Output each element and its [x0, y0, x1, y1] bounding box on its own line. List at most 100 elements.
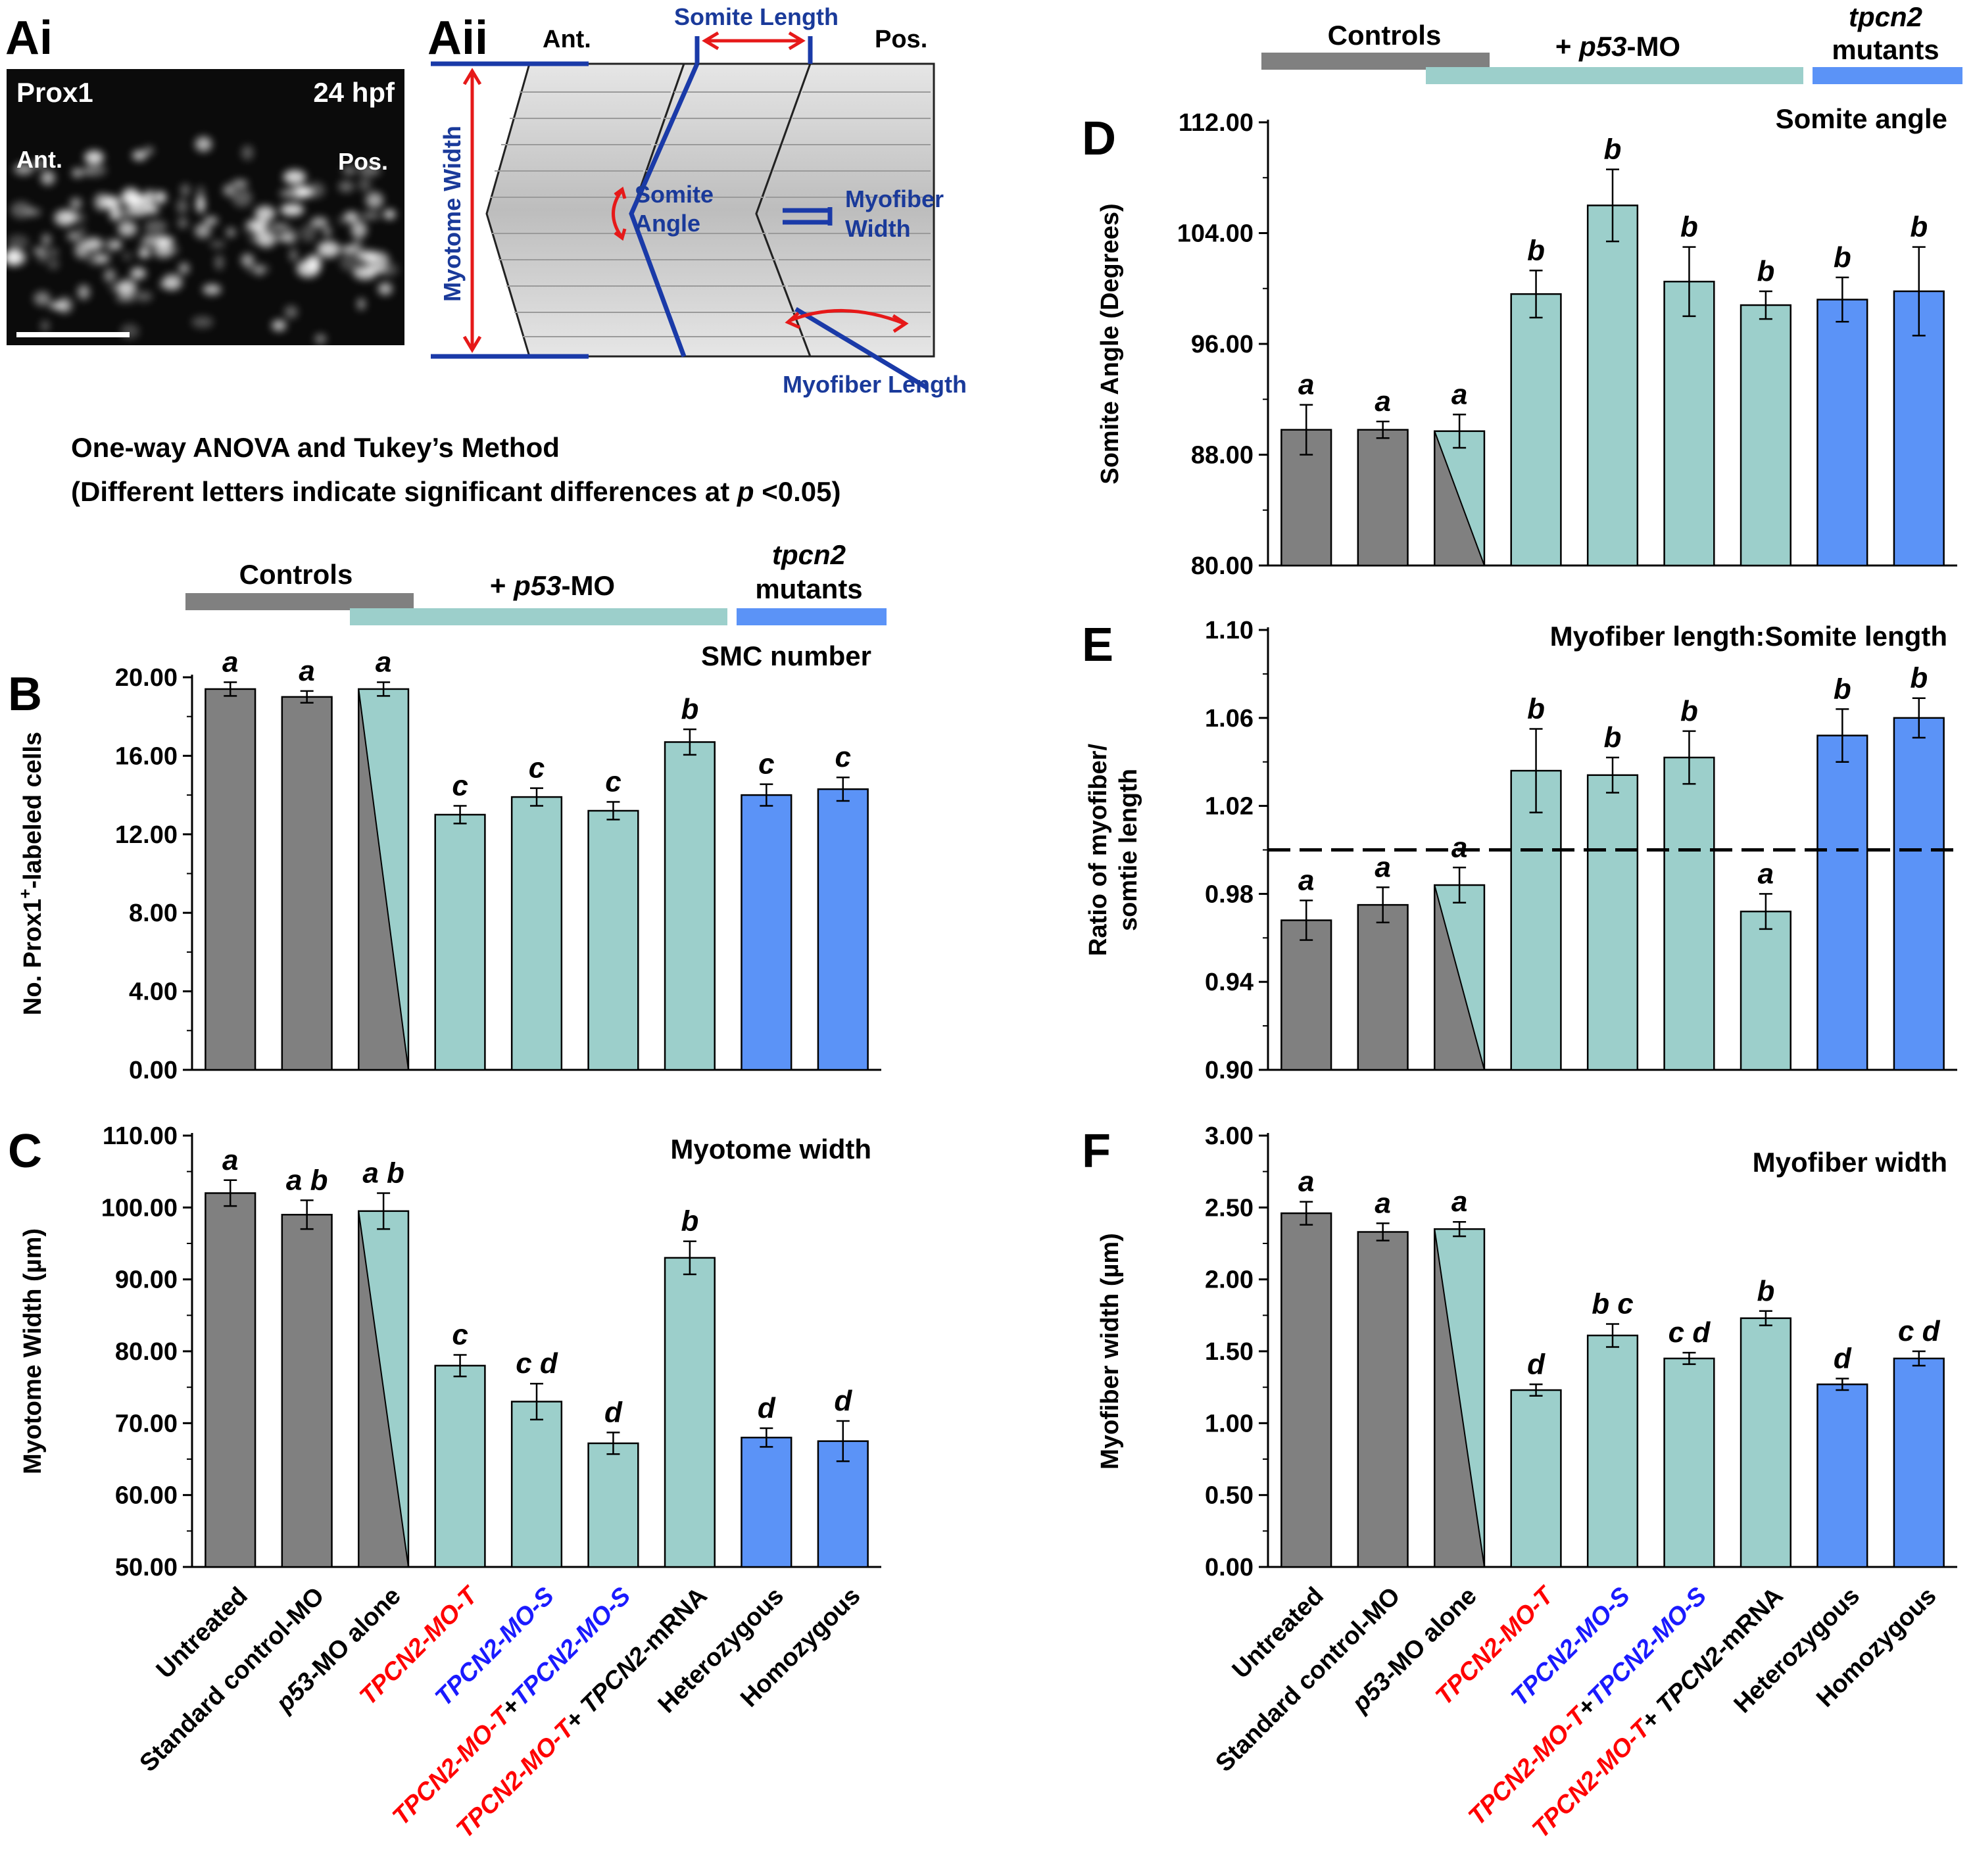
y-tick-label: 100.00	[101, 1194, 178, 1222]
y-tick-label: 88.00	[1191, 442, 1254, 469]
bar	[1586, 1334, 1639, 1568]
prox1-nucleus	[340, 253, 359, 272]
group-p53-label: + p53-MO	[490, 570, 615, 601]
panel-letter-d: D	[1082, 112, 1116, 165]
y-tick-label: 4.00	[129, 978, 178, 1006]
prox1-nucleus	[162, 274, 183, 291]
significance-letter: c	[452, 1318, 468, 1351]
significance-letter: d	[1527, 1348, 1546, 1380]
significance-letter: a b	[286, 1164, 328, 1196]
prox1-nucleus	[109, 284, 132, 293]
prox1-nucleus	[34, 291, 51, 306]
y-tick-label: 0.98	[1205, 880, 1254, 908]
scale-bar	[16, 332, 130, 337]
significance-letter: a	[1375, 1187, 1390, 1219]
prox1-nucleus	[223, 184, 235, 197]
myofiber-width-label-1: Myofiber	[845, 185, 944, 212]
significance-letter: b	[1757, 1275, 1774, 1307]
prox1-nucleus	[317, 241, 340, 258]
bar	[1663, 280, 1715, 567]
bar-split-line	[1434, 1228, 1485, 1568]
significance-letter: b	[681, 1205, 698, 1238]
myotome-width-label: Myotome Width	[439, 126, 466, 302]
group-controls-bar	[185, 593, 414, 610]
prox1-nucleus	[115, 294, 135, 302]
micrograph-posterior-label: Pos.	[338, 148, 388, 175]
myofiber-length-label: Myofiber Length	[783, 371, 967, 398]
group-controls-label: Controls	[239, 559, 353, 590]
panel-letter-b: B	[8, 668, 42, 721]
prox1-nucleus	[231, 180, 248, 187]
bar	[1816, 1383, 1868, 1568]
bar-split-line	[358, 688, 409, 1070]
y-tick-label: 60.00	[115, 1482, 178, 1510]
y-tick-label: 0.90	[1205, 1057, 1254, 1084]
y-axis-label-line-2: somtie length	[1115, 769, 1142, 931]
prox1-nucleus	[40, 320, 50, 332]
y-tick-label: 90.00	[115, 1266, 178, 1294]
prox1-nucleus	[84, 237, 103, 251]
y-axis-label: No. Prox1+-labeled cells	[15, 732, 47, 1015]
significance-letter: b	[1680, 695, 1698, 727]
bar	[1357, 1231, 1409, 1568]
stats-line-1: One-way ANOVA and Tukey’s Method	[71, 432, 560, 463]
prox1-nucleus	[194, 224, 211, 239]
prox1-nucleus	[343, 166, 356, 175]
prox1-nucleus	[383, 209, 396, 220]
bar	[281, 1214, 333, 1568]
prox1-nucleus	[338, 180, 354, 193]
panel-letter-c: C	[8, 1125, 42, 1178]
prox1-nucleus	[47, 258, 60, 270]
group-header-left: Controls + p53-MO tpcn2 mutants	[185, 539, 887, 625]
prox1-nucleus	[283, 170, 306, 184]
prox1-nucleus	[48, 249, 59, 256]
prox1-nucleus	[130, 267, 147, 279]
prox1-nucleus	[203, 284, 222, 295]
significance-letter: a	[1298, 369, 1314, 401]
prox1-nucleus	[66, 231, 80, 241]
prox1-nucleus	[246, 264, 270, 274]
bar	[510, 1401, 563, 1568]
y-tick-label: 3.00	[1205, 1122, 1254, 1150]
significance-letter: a b	[362, 1157, 404, 1189]
prox1-nucleus	[358, 178, 372, 192]
prox1-nucleus	[214, 254, 224, 270]
somite-length-label: Somite Length	[674, 3, 839, 30]
prox1-nucleus	[143, 189, 155, 208]
prox1-nucleus	[241, 253, 255, 267]
prox1-nucleus	[337, 216, 358, 225]
prox1-nucleus	[283, 228, 299, 245]
bar	[1510, 769, 1562, 1071]
prox1-nucleus	[94, 193, 109, 211]
prox1-nucleus	[72, 168, 83, 178]
prox1-nucleus	[357, 298, 366, 310]
prox1-nucleus	[40, 170, 55, 185]
prox1-nucleus	[156, 191, 166, 203]
prox1-nucleus	[77, 226, 86, 242]
somite-angle-label-2: Angle	[635, 210, 700, 237]
chart-title: Somite angle	[1776, 103, 1947, 134]
prox1-nucleus	[306, 182, 326, 198]
bar	[1280, 919, 1332, 1071]
prox1-nucleus	[280, 203, 304, 216]
significance-letter: c	[452, 770, 468, 802]
y-tick-label: 104.00	[1177, 220, 1254, 248]
prox1-nucleus	[105, 239, 116, 252]
group-p53-label: + p53-MO	[1555, 31, 1680, 62]
y-tick-label: 1.10	[1205, 617, 1254, 644]
chart-b: B SMC number No. Prox1+-labeled cells 0.00 4…	[8, 640, 881, 1084]
bar-split-line	[1434, 884, 1485, 1070]
panel-letter-aii: Aii	[427, 12, 488, 64]
significance-letter: b	[1527, 234, 1545, 266]
y-tick-label: 0.94	[1205, 969, 1254, 996]
group-mutants-label: mutants	[755, 573, 862, 604]
prox1-nucleus	[87, 253, 105, 266]
group-controls-label: Controls	[1328, 20, 1442, 51]
panel-letter-ai: Ai	[5, 12, 53, 64]
bar	[205, 688, 256, 1071]
y-tick-label: 50.00	[115, 1554, 178, 1581]
micrograph-stage-label: 24 hpf	[313, 77, 395, 108]
significance-letter: a	[1451, 831, 1467, 863]
bar	[1510, 1389, 1562, 1568]
y-tick-label: 8.00	[129, 900, 178, 927]
